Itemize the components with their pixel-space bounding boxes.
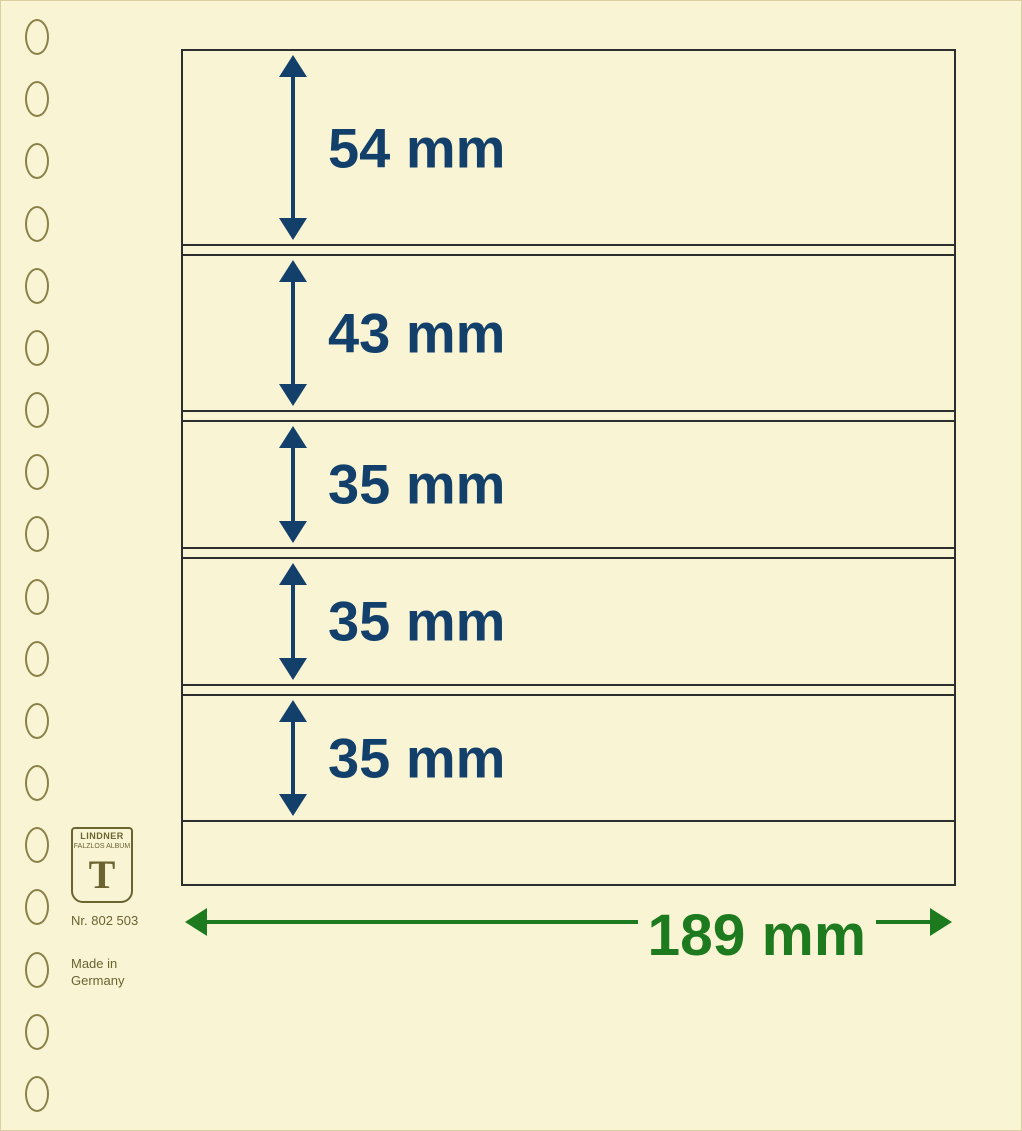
- binder-hole: [25, 889, 49, 925]
- binder-hole: [25, 579, 49, 615]
- pocket-row: 35 mm: [183, 559, 954, 686]
- binder-hole: [25, 641, 49, 677]
- brand-logo: LINDNER FALZLOS ALBUM T: [71, 827, 133, 903]
- binder-hole: [25, 516, 49, 552]
- brand-name: LINDNER: [73, 831, 131, 841]
- album-page-diagram: 54 mm 43 mm 35 mm 35 mm 35 mm 189 mm LINDNER…: [0, 0, 1022, 1131]
- row-separator: [183, 246, 954, 256]
- made-in-label: Made in Germany: [71, 956, 161, 990]
- row-separator: [183, 686, 954, 696]
- brand-letter: T: [73, 855, 131, 895]
- binder-holes: [25, 19, 53, 1112]
- product-info: LINDNER FALZLOS ALBUM T Nr. 802 503 Made…: [71, 827, 161, 990]
- pocket-row: 43 mm: [183, 256, 954, 412]
- binder-hole: [25, 81, 49, 117]
- product-number: Nr. 802 503: [71, 913, 161, 928]
- binder-hole: [25, 143, 49, 179]
- binder-hole: [25, 1014, 49, 1050]
- binder-hole: [25, 765, 49, 801]
- binder-hole: [25, 827, 49, 863]
- binder-hole: [25, 1076, 49, 1112]
- width-label: 189 mm: [638, 902, 876, 969]
- row-height-label: 35 mm: [328, 725, 505, 790]
- pocket-row: 54 mm: [183, 51, 954, 246]
- row-separator: [183, 412, 954, 422]
- binder-hole: [25, 330, 49, 366]
- width-dimension: 189 mm: [181, 890, 956, 980]
- row-height-label: 35 mm: [328, 589, 505, 654]
- row-height-label: 43 mm: [328, 301, 505, 366]
- binder-hole: [25, 703, 49, 739]
- pocket-row: 35 mm: [183, 696, 954, 823]
- pocket-frame: 54 mm 43 mm 35 mm 35 mm 35 mm: [181, 49, 956, 886]
- binder-hole: [25, 392, 49, 428]
- brand-subtitle: FALZLOS ALBUM: [73, 843, 131, 850]
- row-height-label: 35 mm: [328, 452, 505, 517]
- row-height-label: 54 mm: [328, 115, 505, 180]
- pocket-row: 35 mm: [183, 422, 954, 549]
- footer-strip: [183, 822, 954, 884]
- binder-hole: [25, 454, 49, 490]
- binder-hole: [25, 268, 49, 304]
- binder-hole: [25, 19, 49, 55]
- binder-hole: [25, 952, 49, 988]
- row-separator: [183, 549, 954, 559]
- binder-hole: [25, 206, 49, 242]
